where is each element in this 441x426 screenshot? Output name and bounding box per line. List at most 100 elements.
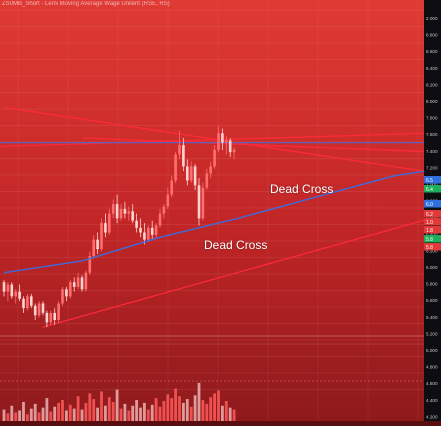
candle-body — [18, 291, 21, 299]
volume-bar — [127, 410, 131, 421]
price-tag — [424, 243, 441, 251]
trend-line — [3, 106, 441, 175]
moving-average-line — [3, 167, 441, 274]
price-axis-label: 6.400 — [426, 232, 438, 237]
candle-body — [119, 208, 123, 219]
volume-bar — [104, 405, 107, 421]
candle-body — [221, 133, 224, 143]
candle-body — [84, 272, 88, 290]
volume-bar — [139, 407, 142, 421]
price-tag — [424, 210, 441, 218]
volume-bar — [119, 408, 123, 421]
volume-bar — [228, 407, 232, 421]
candle-body — [189, 166, 193, 181]
volume-bar — [213, 393, 216, 421]
dead-cross-annotation-lower: Dead Cross — [204, 238, 268, 252]
volume-bar — [170, 398, 174, 421]
price-tag-label: 6.4 — [426, 187, 433, 193]
price-axis-label: 5.200 — [426, 331, 438, 336]
trend-line — [0, 132, 441, 148]
price-axis-label: 4.800 — [426, 365, 438, 370]
candle-body — [96, 239, 99, 250]
volume-bar — [37, 412, 41, 421]
volume-bar — [123, 403, 127, 421]
candle-body — [69, 282, 72, 297]
volume-bar — [143, 402, 146, 421]
candle-body — [72, 282, 76, 287]
candle-body — [45, 312, 49, 323]
candle-body — [213, 149, 216, 167]
candle-body — [88, 256, 92, 273]
volume-bar — [65, 410, 68, 421]
volume-bar — [178, 396, 181, 421]
price-axis-label: 7.800 — [426, 116, 438, 121]
volume-bar — [22, 401, 25, 421]
price-axis-label: 7.200 — [426, 165, 438, 170]
candle-body — [178, 145, 181, 155]
volume-bar — [221, 405, 224, 421]
candle-body — [228, 140, 232, 153]
candle-body — [154, 225, 158, 235]
moving-average-polyline — [3, 167, 441, 274]
candle-body — [201, 187, 205, 219]
price-axis-label: 6.200 — [426, 248, 438, 253]
volume-bar — [217, 390, 220, 421]
volume-bar — [111, 401, 115, 421]
price-tag — [424, 218, 441, 226]
volume-bar — [115, 389, 119, 421]
price-tag-label: 5.8 — [426, 245, 433, 251]
volume-bar — [88, 393, 92, 421]
candle-body — [193, 166, 197, 186]
candle-body — [22, 298, 25, 309]
price-axis-label: 8.200 — [426, 82, 438, 87]
volume-bar — [76, 396, 80, 421]
volume-bar — [68, 404, 72, 421]
volume-bar — [131, 405, 135, 421]
volume-bar — [182, 402, 185, 421]
candle-body — [225, 140, 228, 143]
volume-bar — [18, 410, 21, 421]
price-axis-label: 8.800 — [426, 33, 438, 38]
volume-bar — [224, 401, 228, 421]
price-axis-label: 4.400 — [426, 398, 438, 403]
volume-bar — [80, 409, 84, 421]
candle-body — [139, 227, 142, 233]
volume-bar — [29, 408, 33, 421]
price-axis-label: 5.000 — [426, 348, 438, 353]
candle-body — [127, 211, 131, 214]
volume-bar — [197, 382, 201, 421]
volume-bar — [45, 398, 49, 421]
volume-bar — [33, 403, 37, 421]
candle-body — [131, 211, 134, 221]
candle-body — [217, 133, 220, 150]
price-tag — [424, 176, 441, 184]
candle-body — [65, 289, 68, 297]
candle-body — [61, 289, 64, 304]
candle-body — [30, 296, 33, 306]
candle-body — [143, 232, 146, 240]
volume-bar — [107, 397, 111, 421]
candle-body — [92, 239, 95, 257]
volume-bar — [57, 402, 60, 421]
volume-bar — [2, 409, 6, 421]
volume-bar — [26, 414, 29, 421]
volume-bar — [72, 408, 76, 421]
candle-body — [37, 303, 41, 316]
volume-bar — [41, 407, 45, 421]
volume-bar — [100, 391, 103, 421]
candle-body — [166, 194, 170, 207]
price-axis-label: 5.800 — [426, 282, 438, 287]
trend-line — [81, 137, 441, 153]
chart-header-title: ZS0MB_Short - Lemi Moving Average Wage U… — [2, 1, 170, 7]
candle-body — [135, 220, 138, 228]
volume-bar — [193, 395, 197, 421]
volume-bar — [166, 394, 170, 421]
price-axis-label: 5.400 — [426, 315, 438, 320]
candle-body — [100, 223, 103, 250]
candle-body — [197, 185, 201, 219]
candle-body — [232, 149, 236, 153]
volume-bar — [96, 407, 99, 421]
candle-body — [170, 180, 173, 195]
